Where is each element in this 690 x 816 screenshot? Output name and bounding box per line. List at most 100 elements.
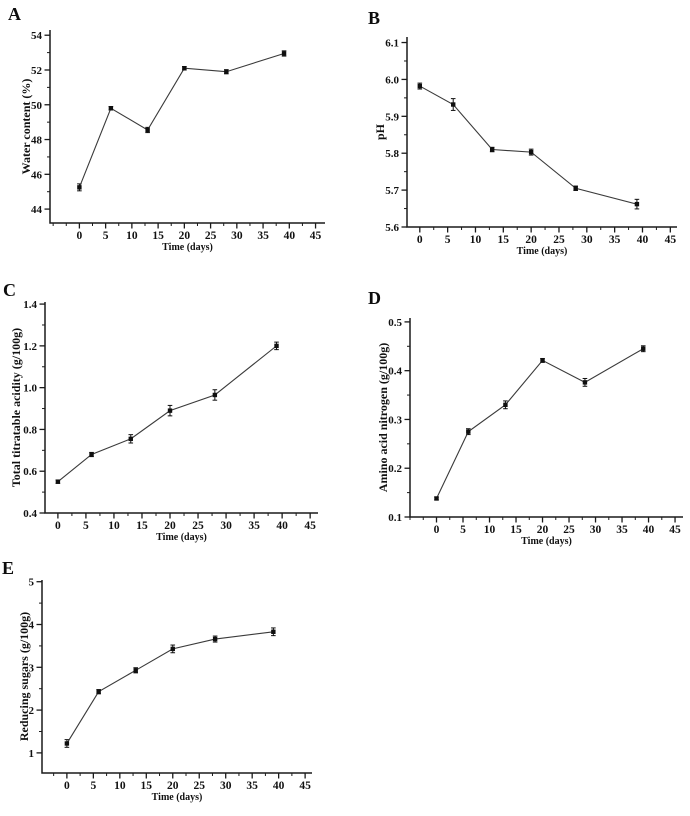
svg-text:Water content (%): Water content (%)	[19, 79, 33, 175]
svg-text:2: 2	[29, 705, 35, 717]
svg-text:0.2: 0.2	[388, 463, 402, 475]
svg-text:30: 30	[581, 234, 593, 246]
svg-text:0: 0	[77, 230, 83, 242]
svg-text:Total titratable acidity (g/10: Total titratable acidity (g/100g)	[9, 328, 23, 487]
svg-text:5: 5	[83, 520, 89, 532]
svg-text:6.1: 6.1	[385, 38, 399, 50]
svg-text:0.8: 0.8	[23, 424, 37, 436]
svg-text:25: 25	[563, 524, 575, 536]
svg-text:0.3: 0.3	[388, 414, 402, 426]
svg-text:Time (days): Time (days)	[517, 246, 568, 257]
svg-text:25: 25	[193, 780, 205, 792]
panel-a-chart: 44 46 48 50 52 54 0 5 10 15 20 25 30 35 40 45 Time (days…	[19, 30, 325, 253]
svg-text:46: 46	[31, 169, 43, 181]
svg-text:54: 54	[31, 30, 43, 42]
svg-text:35: 35	[616, 524, 628, 536]
svg-text:1.4: 1.4	[23, 299, 37, 311]
svg-text:45: 45	[310, 230, 322, 242]
svg-text:15: 15	[498, 234, 510, 246]
svg-text:50: 50	[31, 100, 43, 112]
svg-text:5.8: 5.8	[385, 148, 399, 160]
panel-b: B 5.6 5.7 5.8 5.9 6.0 6.1 0 5 10 15 20 25 30 35 40 45 Ti…	[345, 0, 690, 272]
panel-c-chart: 0.4 0.6 0.8 1.0 1.2 1.4 0 5 10 15 20 25 30 35 40 45 Time…	[9, 299, 318, 543]
svg-text:15: 15	[141, 780, 153, 792]
svg-text:15: 15	[510, 524, 522, 536]
panel-b-chart: 5.6 5.7 5.8 5.9 6.0 6.1 0 5 10 15 20 25 30 35 40 45 Time…	[373, 37, 677, 257]
svg-text:20: 20	[164, 520, 176, 532]
svg-text:30: 30	[220, 520, 232, 532]
svg-text:40: 40	[276, 520, 288, 532]
svg-text:Time (days): Time (days)	[156, 532, 207, 543]
svg-text:15: 15	[136, 520, 148, 532]
panel-d-letter: D	[368, 288, 381, 308]
svg-text:10: 10	[484, 524, 496, 536]
svg-text:25: 25	[205, 230, 217, 242]
svg-text:40: 40	[284, 230, 296, 242]
panel-a-letter: A	[8, 4, 21, 24]
svg-text:48: 48	[31, 135, 43, 147]
svg-text:25: 25	[553, 234, 565, 246]
panel-d-chart: 0.1 0.2 0.3 0.4 0.5 0 5 10 15 20 25 30 35 40 45 Time (d…	[376, 317, 683, 547]
svg-text:35: 35	[257, 230, 269, 242]
svg-text:4: 4	[29, 620, 35, 632]
svg-text:20: 20	[167, 780, 179, 792]
svg-text:0: 0	[417, 234, 423, 246]
panel-a: A 44 46 48 50 52 54 0 5 10 15 20 25 30 35 40 45 Time (da…	[0, 0, 345, 272]
svg-text:Time (days): Time (days)	[162, 242, 213, 253]
svg-text:1.0: 1.0	[23, 383, 37, 395]
svg-text:20: 20	[537, 524, 549, 536]
panel-e-letter: E	[2, 558, 15, 578]
svg-text:pH: pH	[373, 123, 387, 140]
svg-text:52: 52	[31, 65, 43, 77]
svg-text:10: 10	[108, 520, 120, 532]
svg-text:35: 35	[246, 780, 258, 792]
svg-text:1.2: 1.2	[23, 341, 37, 353]
svg-text:5: 5	[103, 230, 109, 242]
svg-text:1: 1	[29, 748, 35, 760]
svg-text:6.0: 6.0	[385, 74, 399, 86]
svg-text:0.4: 0.4	[23, 508, 37, 520]
svg-text:0: 0	[434, 524, 440, 536]
svg-text:40: 40	[637, 234, 649, 246]
svg-text:10: 10	[114, 780, 126, 792]
svg-text:5.7: 5.7	[385, 185, 399, 197]
svg-text:30: 30	[220, 780, 232, 792]
svg-text:0: 0	[55, 520, 61, 532]
svg-text:Reducing sugars (g/100g): Reducing sugars (g/100g)	[17, 612, 31, 741]
svg-text:44: 44	[31, 204, 43, 216]
svg-text:0.4: 0.4	[388, 366, 402, 378]
svg-text:Time (days): Time (days)	[152, 792, 203, 803]
svg-text:40: 40	[643, 524, 655, 536]
svg-text:5.6: 5.6	[385, 222, 399, 234]
svg-text:5: 5	[90, 780, 96, 792]
svg-text:Amino acid nitrogen (g/100g): Amino acid nitrogen (g/100g)	[376, 343, 390, 492]
svg-text:0.1: 0.1	[388, 512, 402, 524]
svg-text:5: 5	[460, 524, 466, 536]
svg-text:5: 5	[29, 577, 35, 589]
svg-text:0: 0	[64, 780, 70, 792]
panel-c: C 0.4 0.6 0.8 1.0 1.2 1.4 0 5 10 15 20 25 30 35 40 45 Ti…	[0, 280, 345, 550]
svg-text:Time (days): Time (days)	[521, 536, 572, 547]
svg-text:5: 5	[445, 234, 451, 246]
svg-text:0.6: 0.6	[23, 466, 37, 478]
svg-text:45: 45	[299, 780, 311, 792]
svg-text:10: 10	[470, 234, 482, 246]
svg-text:10: 10	[126, 230, 138, 242]
svg-text:25: 25	[192, 520, 204, 532]
svg-text:15: 15	[152, 230, 164, 242]
panel-e: E 1 2 3 4 5 0 5 10 15 20 25 30 35 40 45 Time (days) Redu…	[0, 550, 345, 816]
svg-text:40: 40	[273, 780, 285, 792]
svg-text:3: 3	[29, 662, 35, 674]
svg-text:45: 45	[669, 524, 681, 536]
panel-b-letter: B	[368, 8, 381, 28]
panel-c-letter: C	[3, 280, 16, 300]
svg-text:5.9: 5.9	[385, 111, 399, 123]
svg-text:35: 35	[609, 234, 621, 246]
svg-text:20: 20	[179, 230, 191, 242]
svg-text:45: 45	[665, 234, 677, 246]
panel-d: D 0.1 0.2 0.3 0.4 0.5 0 5 10 15 20 25 30 35 40 45 Time …	[345, 280, 690, 550]
svg-text:30: 30	[590, 524, 602, 536]
svg-text:30: 30	[231, 230, 243, 242]
svg-text:20: 20	[525, 234, 537, 246]
